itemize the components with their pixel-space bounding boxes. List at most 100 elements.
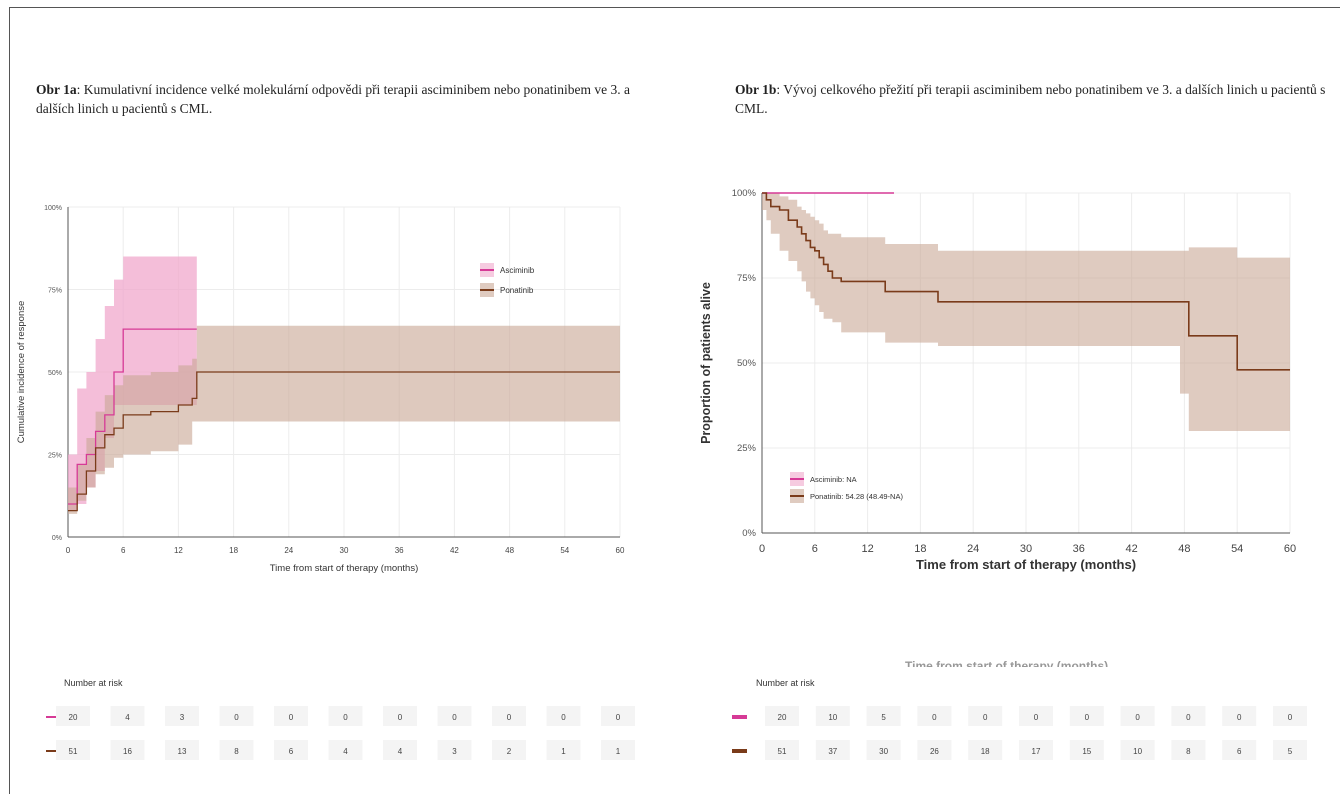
risk-cell-bg [492, 740, 526, 760]
cumulative-incidence-chart: 0% 25% 50% 75% 100% 0 6 12 18 24 30 36 42 48 54 60 Time … [16, 205, 625, 574]
risk-value: 0 [1288, 713, 1293, 722]
risk-cell-bg [328, 706, 363, 726]
risk-cell-bg [492, 706, 526, 726]
y-axis-label: Cumulative incidence of response [16, 301, 27, 444]
y-tick-label: 50% [48, 370, 62, 377]
risk-cell-bg [274, 706, 308, 726]
risk-cell-bg [56, 706, 90, 726]
risk-cell-bg [968, 740, 1003, 760]
risk-cell-bg [1019, 706, 1053, 726]
risk-value: 0 [1034, 713, 1039, 722]
clipped-axis-label: Time from start of therapy (months) [905, 659, 1109, 667]
x-tick-label: 0 [66, 546, 71, 555]
risk-cell-bg [437, 706, 472, 726]
x-tick-label: 6 [121, 546, 126, 555]
x-tick-label: 12 [861, 543, 873, 555]
x-tick-label: 6 [812, 543, 818, 555]
risk-value: 0 [1085, 713, 1090, 722]
y-tick-label: 50% [737, 358, 757, 369]
risk-cell-bg [968, 706, 1003, 726]
risk-cell-bg [110, 740, 145, 760]
x-tick-label: 18 [229, 546, 238, 555]
y-axis-label: Proportion of patients alive [699, 282, 713, 444]
risk-value: 51 [69, 747, 78, 756]
y-tick-label: 75% [48, 288, 62, 295]
series-line [68, 328, 197, 505]
risk-value: 0 [1237, 713, 1242, 722]
risk-cell-bg [765, 706, 799, 726]
risk-value: 51 [778, 747, 787, 756]
risk-value: 5 [881, 713, 886, 722]
y-tick-label: 75% [737, 273, 757, 284]
risk-cell-bg [219, 740, 254, 760]
y-tick-label: 25% [48, 453, 62, 460]
risk-cell-bg [165, 740, 199, 760]
x-axis-label: Time from start of therapy (months) [916, 557, 1136, 572]
y-tick-label: 0% [52, 535, 62, 542]
risk-value: 0 [983, 713, 988, 722]
risk-value: 13 [178, 747, 187, 756]
risk-value: 10 [1133, 747, 1142, 756]
figure-caption-1b: Obr 1b: Vývoj celkového přežití při tera… [735, 80, 1340, 118]
x-tick-label: 60 [1284, 543, 1296, 555]
risk-value: 20 [69, 713, 78, 722]
risk-value: 0 [1186, 713, 1191, 722]
risk-table-title: Number at risk [756, 678, 815, 688]
caption-label: Obr 1a [36, 82, 77, 97]
risk-value: 0 [398, 713, 403, 722]
legend-label: Asciminib: NA [810, 475, 857, 484]
y-tick-label: 0% [742, 528, 756, 539]
figure-frame [9, 7, 1340, 794]
risk-value: 6 [1237, 747, 1242, 756]
caption-text: : Vývoj celkového přežití při terapii as… [735, 82, 1326, 116]
x-tick-label: 24 [967, 543, 979, 555]
risk-value: 3 [452, 747, 457, 756]
risk-value: 8 [1186, 747, 1191, 756]
y-tick-label: 100% [732, 188, 757, 199]
risk-cell-bg [165, 706, 199, 726]
risk-cell-bg [815, 740, 850, 760]
risk-value: 2 [507, 747, 512, 756]
figure-caption-1a: Obr 1a: Kumulativní incidence velké mole… [36, 80, 636, 118]
risk-value: 0 [343, 713, 348, 722]
risk-cell-bg [56, 740, 90, 760]
risk-table-a: Number at risk 20 4 3 0 0 0 0 0 0 0 0 51 16 13 8 6 4 4 3 2 1 1 [46, 678, 635, 760]
risk-value: 37 [828, 747, 837, 756]
risk-value: 26 [930, 747, 939, 756]
risk-value: 10 [828, 713, 837, 722]
risk-value: 0 [561, 713, 566, 722]
x-tick-label: 24 [284, 546, 293, 555]
risk-cell-bg [1273, 706, 1307, 726]
confidence-band [762, 193, 1290, 431]
risk-value: 18 [981, 747, 990, 756]
risk-cell-bg [1069, 706, 1104, 726]
risk-cell-bg [1120, 706, 1155, 726]
risk-value: 30 [879, 747, 888, 756]
risk-cell-bg [383, 740, 417, 760]
risk-value: 4 [398, 747, 403, 756]
risk-cell-bg [383, 706, 417, 726]
x-tick-label: 42 [1125, 543, 1137, 555]
x-tick-label: 30 [340, 546, 349, 555]
caption-label: Obr 1b [735, 82, 777, 97]
confidence-band [68, 325, 620, 524]
risk-value: 4 [343, 747, 348, 756]
risk-value: 5 [1288, 747, 1293, 756]
risk-cell-bg [917, 740, 952, 760]
risk-cell-bg [765, 740, 799, 760]
x-tick-label: 36 [395, 546, 404, 555]
risk-value: 0 [507, 713, 512, 722]
risk-value: 0 [234, 713, 239, 722]
risk-cell-bg [601, 740, 635, 760]
risk-cell-bg [546, 740, 581, 760]
risk-value: 3 [180, 713, 185, 722]
risk-value: 16 [123, 747, 132, 756]
x-tick-label: 54 [560, 546, 569, 555]
risk-cell-bg [437, 740, 472, 760]
x-tick-label: 48 [1178, 543, 1190, 555]
x-tick-label: 48 [505, 546, 514, 555]
risk-value: 6 [289, 747, 294, 756]
risk-cell-bg [546, 706, 581, 726]
risk-cell-bg [274, 740, 308, 760]
risk-value: 0 [452, 713, 457, 722]
